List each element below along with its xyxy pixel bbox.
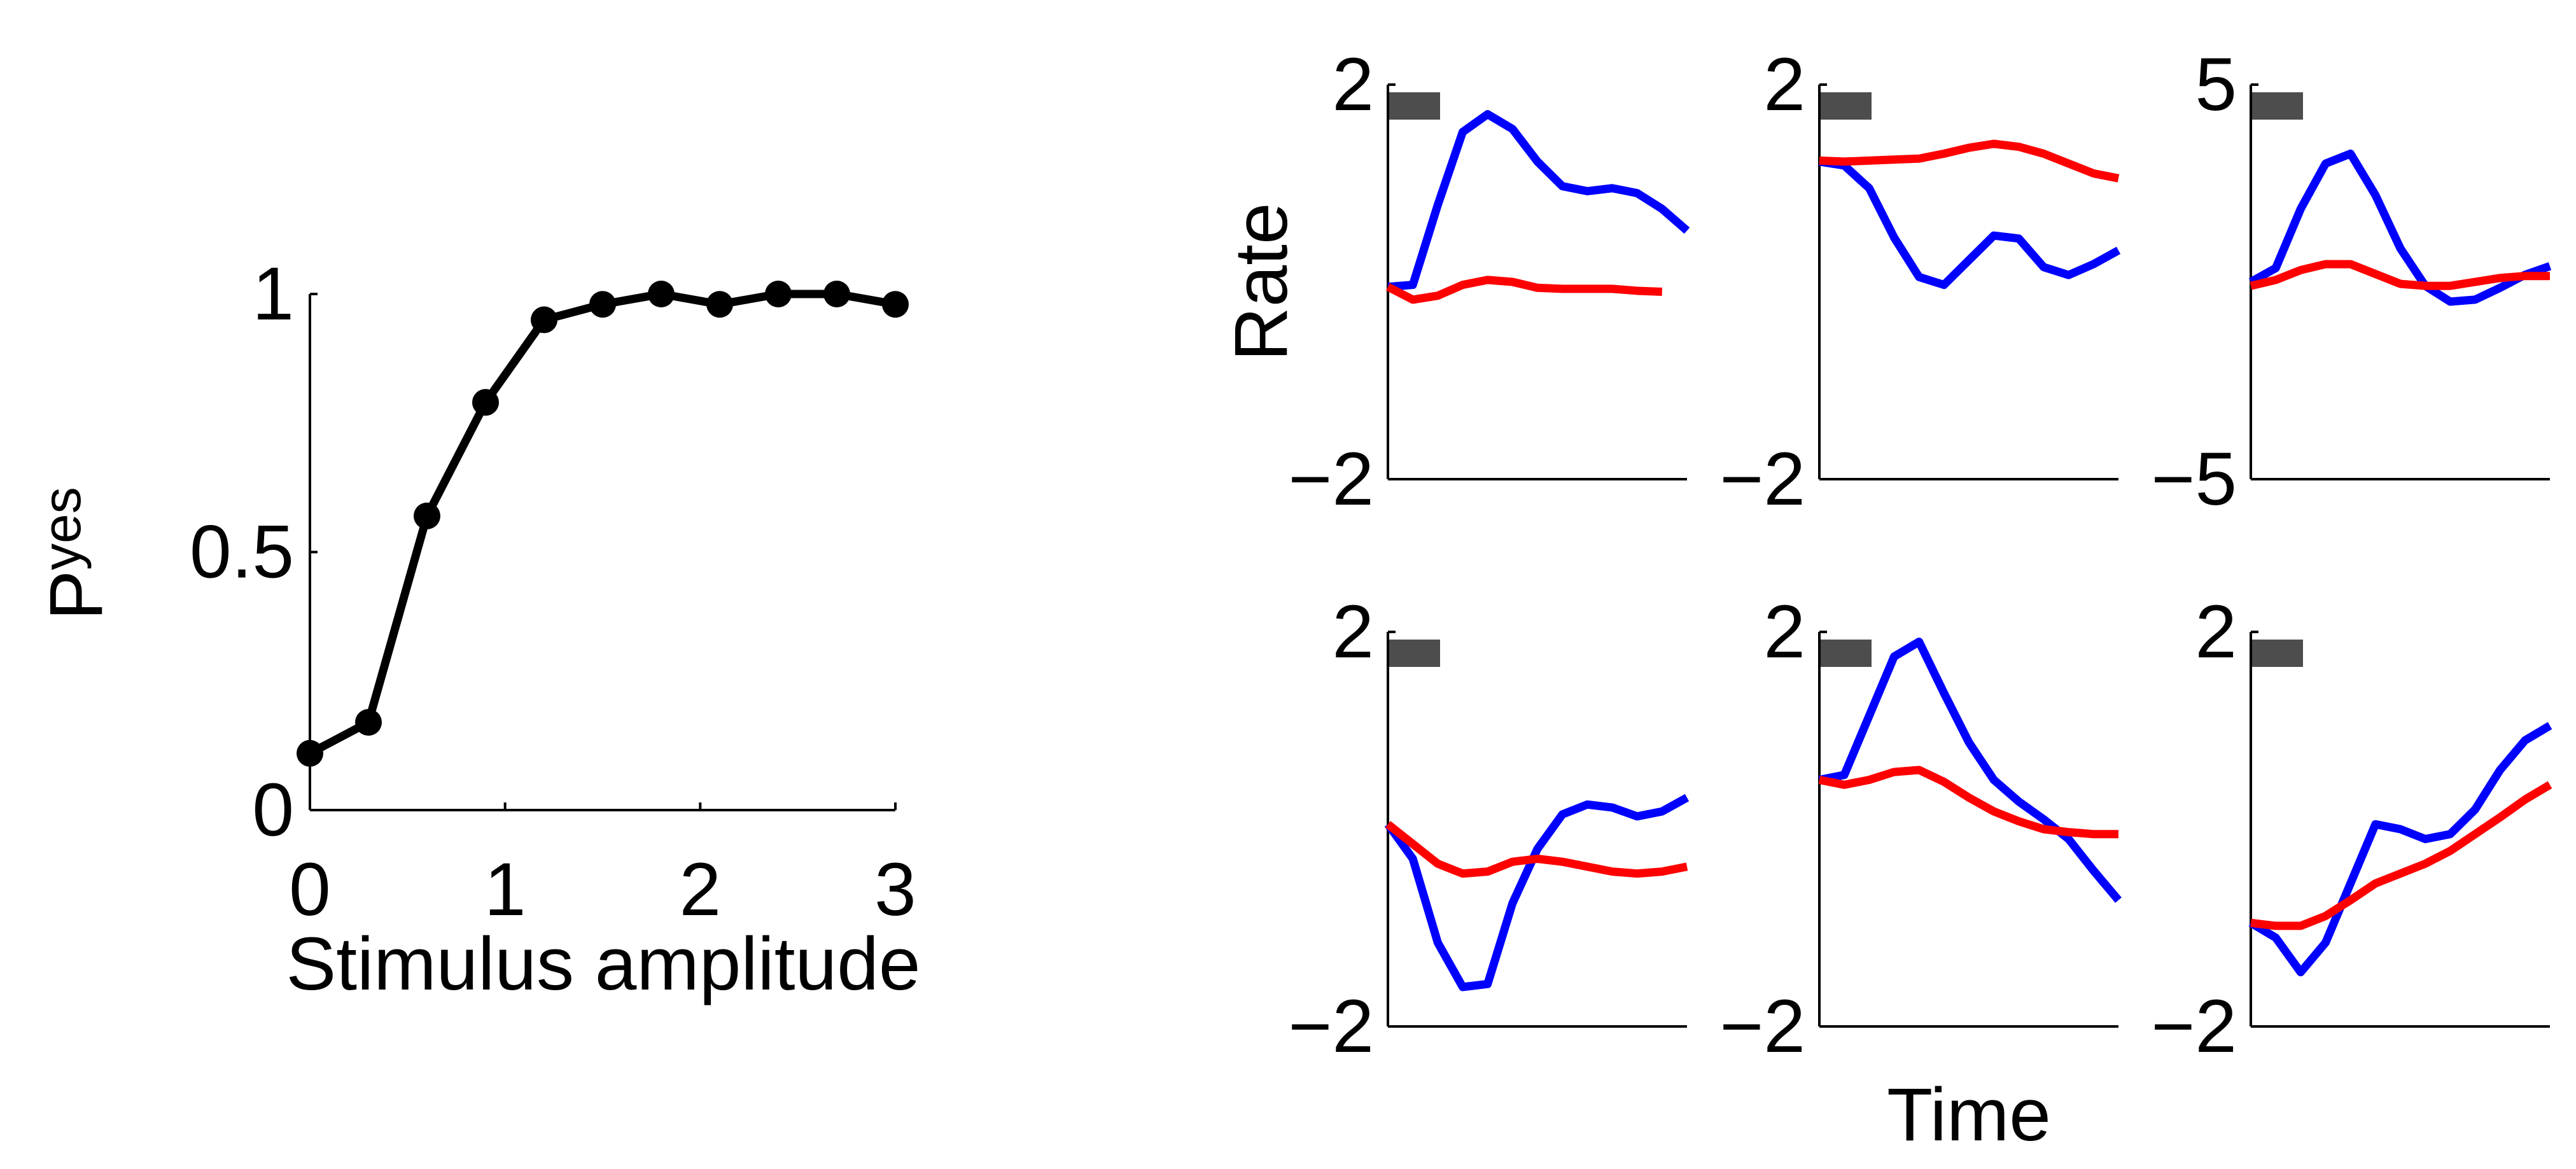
- data-point: [472, 389, 499, 416]
- red-rate-line: [1818, 766, 2118, 839]
- y-axis-label-main: P: [34, 570, 118, 620]
- y-tick-label-max: 2: [1763, 43, 1805, 127]
- y-tick-label-min: −2: [1288, 984, 1374, 1068]
- y-tick-label-max: 2: [2195, 590, 2237, 674]
- data-point: [765, 281, 792, 307]
- psychometric-axes: 0 1 2 3 0 0.5 1: [190, 252, 916, 932]
- rate-panels: 2 −2 2 −2 5 −5 2 −2 2 −2 2 −2: [1288, 43, 2552, 1068]
- x-tick-label: 3: [874, 848, 916, 932]
- stimulus-bar: [1389, 640, 1440, 667]
- psychometric-y-axis-label: Pyes: [32, 487, 118, 620]
- rate-panel-3: 5 −5: [2151, 43, 2552, 521]
- y-tick-label-min: −5: [2151, 437, 2237, 521]
- psychometric-plot: 0 1 2 3 0 0.5 1 Stimulus amplitude Pyes: [32, 252, 920, 1006]
- blue-rate-line: [1387, 110, 1690, 291]
- x-tick-label: 0: [289, 848, 331, 932]
- data-point: [823, 281, 850, 307]
- red-rate-line: [1385, 821, 1688, 878]
- red-rate-line: [2250, 781, 2552, 930]
- blue-rate-line: [1818, 638, 2122, 903]
- y-tick-label-min: −2: [1719, 437, 1805, 521]
- psychometric-x-axis-label: Stimulus amplitude: [286, 922, 921, 1006]
- data-point: [414, 502, 440, 529]
- data-point: [355, 709, 382, 736]
- x-tick-label: 2: [680, 848, 722, 932]
- time-x-axis-label: Time: [1887, 1073, 2051, 1157]
- y-tick-label-max: 2: [1763, 590, 1805, 674]
- data-point: [589, 291, 616, 318]
- data-point: [648, 281, 675, 307]
- stimulus-bar: [1389, 92, 1440, 120]
- y-tick-label-max: 2: [1332, 590, 1374, 674]
- blue-rate-line: [1818, 157, 2121, 290]
- blue-rate-line: [1384, 794, 1690, 991]
- rate-panel-1: 2 −2: [1288, 43, 1690, 521]
- y-tick-label-min: −2: [2151, 984, 2237, 1068]
- red-rate-line: [1386, 276, 1663, 304]
- x-tick-label: 1: [484, 848, 526, 932]
- y-tick-label: 0.5: [190, 510, 294, 594]
- y-tick-label-max: 5: [2195, 43, 2237, 127]
- data-point: [297, 739, 323, 767]
- red-rate-line: [2250, 260, 2550, 290]
- y-tick-label-min: −2: [1288, 437, 1374, 521]
- stimulus-bar: [2252, 92, 2303, 120]
- y-tick-label: 1: [252, 252, 294, 336]
- rate-panel-2: 2 −2: [1719, 43, 2121, 521]
- y-tick-label-max: 2: [1332, 43, 1374, 127]
- psychometric-curve: [307, 290, 897, 757]
- data-point: [531, 306, 557, 333]
- stimulus-bar: [1821, 640, 1872, 667]
- rate-panel-6: 2 −2: [2151, 590, 2552, 1068]
- stimulus-bar: [2252, 640, 2303, 667]
- y-tick-label: 0: [252, 768, 294, 852]
- y-tick-label-min: −2: [1719, 984, 1805, 1068]
- blue-rate-line: [2248, 150, 2552, 306]
- y-axis-label-subscript: yes: [32, 487, 92, 570]
- data-point: [882, 291, 909, 318]
- blue-rate-line: [2248, 722, 2552, 977]
- rate-y-axis-label: Rate: [1219, 202, 1303, 361]
- rate-panel-4: 2 −2: [1288, 590, 1690, 1068]
- data-point: [706, 291, 733, 318]
- rate-panel-5: 2 −2: [1719, 590, 2122, 1068]
- red-rate-line: [1819, 139, 2120, 183]
- stimulus-bar: [1821, 92, 1872, 120]
- psychometric-marks: [297, 281, 909, 767]
